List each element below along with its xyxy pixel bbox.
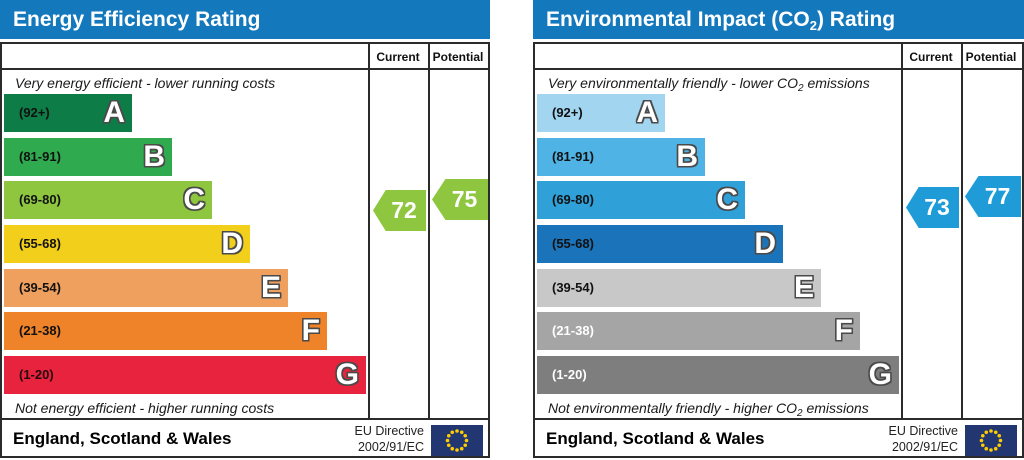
panel-title-text: Environmental Impact (CO (546, 8, 810, 31)
panel-title-text: Energy Efficiency Rating (13, 8, 261, 31)
band-letter: C (716, 183, 738, 216)
band-letter: C (183, 183, 205, 216)
band-range-label: (39-54) (552, 280, 594, 295)
band-range-label: (81-91) (552, 149, 594, 164)
band-row-g: (1-20) G (537, 356, 899, 394)
band-row-g: (1-20) G (4, 356, 366, 394)
eu-flag-icon (431, 425, 483, 456)
band-range-label: (1-20) (552, 367, 587, 382)
footer-divider (535, 418, 1022, 420)
current-rating-arrow: 73 (906, 187, 959, 228)
current-rating-arrow: 72 (373, 190, 426, 231)
current-rating-value: 73 (924, 194, 950, 220)
rating-table: Current Potential Very environmentally f… (533, 42, 1024, 458)
band-range-label: (21-38) (552, 323, 594, 338)
band-row-d: (55-68) D (537, 225, 783, 263)
band-row-e: (39-54) E (537, 269, 821, 307)
band-row-d: (55-68) D (4, 225, 250, 263)
potential-rating-value: 75 (451, 186, 478, 212)
panel-title: Environmental Impact (CO2) Rating (533, 0, 1024, 39)
band-row-f: (21-38) F (537, 312, 860, 350)
band-range-label: (92+) (19, 105, 50, 120)
band-row-b: (81-91) B (537, 138, 705, 176)
potential-rating-value: 77 (984, 183, 1011, 209)
column-header-divider (2, 68, 488, 70)
band-range-label: (55-68) (552, 236, 594, 251)
potential-column-header: Potential (432, 50, 484, 64)
potential-column-header: Potential (965, 50, 1017, 64)
potential-column-divider (961, 44, 963, 420)
band-letter: F (301, 314, 320, 347)
band-letter: E (793, 271, 814, 304)
band-letter: D (221, 227, 243, 260)
current-rating-value: 72 (391, 197, 417, 223)
column-header-divider (535, 68, 1022, 70)
band-row-a: (92+) A (4, 94, 132, 132)
footer-divider (2, 418, 488, 420)
current-column-header: Current (909, 50, 953, 64)
band-letter: A (103, 96, 125, 129)
band-row-a: (92+) A (537, 94, 665, 132)
bottom-note: Not energy efficient - higher running co… (15, 400, 275, 416)
band-range-label: (21-38) (19, 323, 61, 338)
band-row-c: (69-80) C (537, 181, 745, 219)
band-letter: B (676, 140, 698, 173)
current-column-divider (901, 44, 903, 420)
band-letter: G (868, 358, 892, 391)
top-note: Very energy efficient - lower running co… (15, 75, 276, 91)
potential-column-divider (428, 44, 430, 420)
environmental-impact-panel: Environmental Impact (CO2) Rating Curren… (533, 0, 1024, 459)
bottom-note: Not environmentally friendly - higher CO… (548, 400, 869, 419)
band-row-e: (39-54) E (4, 269, 288, 307)
band-range-label: (39-54) (19, 280, 61, 295)
region-label: England, Scotland & Wales (546, 429, 765, 448)
band-letter: G (335, 358, 359, 391)
top-note: Very environmentally friendly - lower CO… (548, 75, 870, 94)
band-range-label: (92+) (552, 105, 583, 120)
band-row-c: (69-80) C (4, 181, 212, 219)
rating-table: Current Potential Very energy efficient … (0, 42, 490, 458)
panel-title-subscript: 2 (809, 18, 817, 33)
energy-efficiency-panel: Energy Efficiency Rating Current Potenti… (0, 0, 490, 459)
band-letter: E (260, 271, 281, 304)
band-letter: F (834, 314, 853, 347)
band-letter: A (636, 96, 658, 129)
eu-directive-label: EU Directive 2002/91/EC (354, 424, 424, 454)
potential-rating-arrow: 75 (432, 179, 488, 220)
band-range-label: (81-91) (19, 149, 61, 164)
bands: (92+) A (81-91) B (69-80) C (55-68) D (39-54) E (2… (535, 94, 1022, 396)
band-range-label: (69-80) (552, 192, 594, 207)
band-range-label: (55-68) (19, 236, 61, 251)
panel-title: Energy Efficiency Rating (0, 0, 490, 39)
region-label: England, Scotland & Wales (13, 429, 232, 448)
band-letter: B (143, 140, 165, 173)
bands: (92+) A (81-91) B (69-80) C (55-68) D (39-54) E (2… (2, 94, 488, 396)
eu-directive-label: EU Directive 2002/91/EC (888, 424, 958, 454)
potential-rating-arrow: 77 (965, 176, 1021, 217)
panel-title-suffix: ) Rating (816, 8, 896, 31)
eu-flag-icon (965, 425, 1017, 456)
band-range-label: (1-20) (19, 367, 54, 382)
current-column-divider (368, 44, 370, 420)
band-row-b: (81-91) B (4, 138, 172, 176)
band-row-f: (21-38) F (4, 312, 327, 350)
current-column-header: Current (376, 50, 420, 64)
band-range-label: (69-80) (19, 192, 61, 207)
band-letter: D (754, 227, 776, 260)
